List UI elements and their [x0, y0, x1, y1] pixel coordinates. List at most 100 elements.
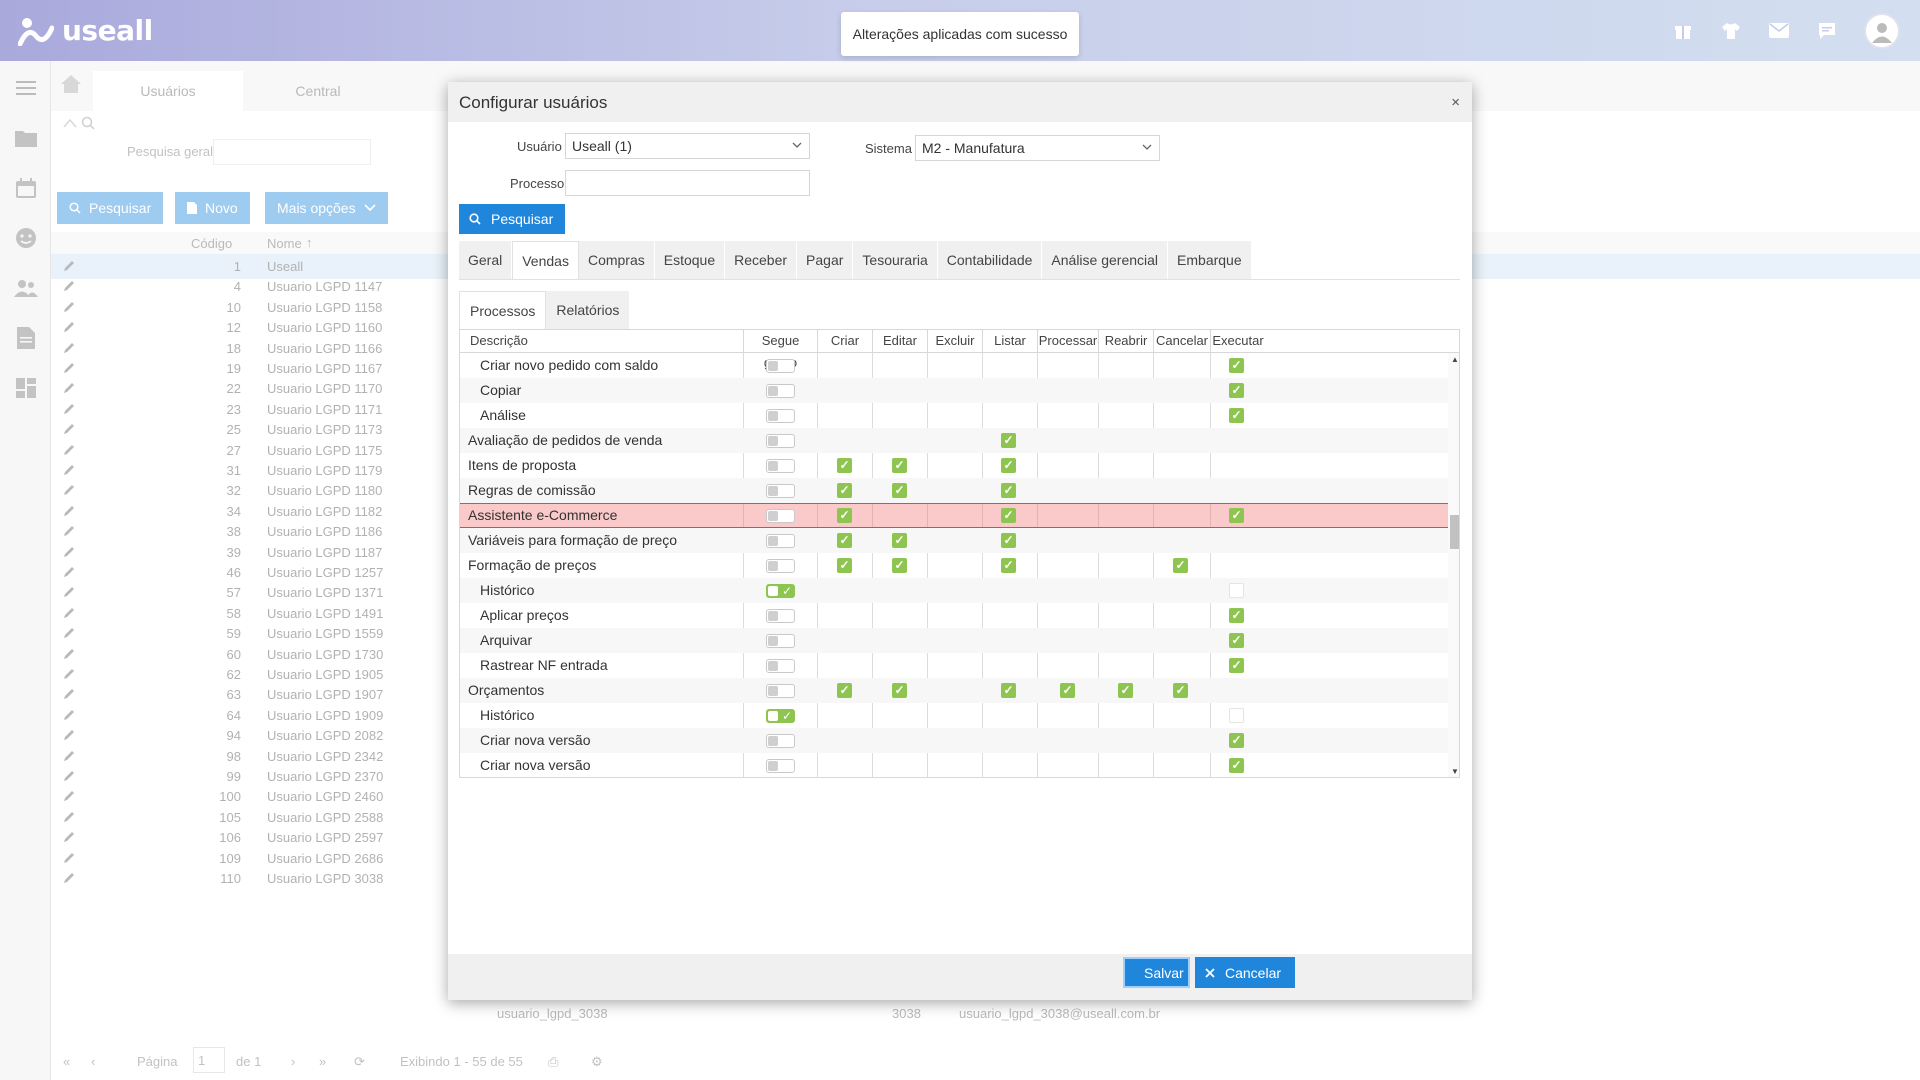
executar-checkbox[interactable]: ✓ [1229, 408, 1244, 423]
edit-pencil-icon[interactable] [63, 831, 75, 846]
face-icon[interactable] [13, 225, 39, 251]
executar-checkbox[interactable]: ✓ [1229, 658, 1244, 673]
segue-grupo-toggle[interactable] [766, 734, 795, 748]
tab-relatorios[interactable]: Relatórios [546, 291, 630, 329]
table-row[interactable]: 27 Usuario LGPD 1175 [51, 438, 451, 463]
executar-checkbox[interactable]: ✓ [1229, 358, 1244, 373]
table-row[interactable]: Avaliação de pedidos de venda ✓ [460, 428, 1448, 453]
edit-pencil-icon[interactable] [63, 342, 75, 357]
editar-checkbox[interactable]: ✓ [892, 683, 907, 698]
edit-pencil-icon[interactable] [63, 546, 75, 561]
edit-pencil-icon[interactable] [63, 811, 75, 826]
table-row[interactable]: 109 Usuario LGPD 2686 [51, 846, 451, 871]
segue-grupo-toggle[interactable] [766, 609, 795, 623]
tab-embarque[interactable]: Embarque [1168, 241, 1252, 279]
table-row[interactable]: Itens de proposta ✓ ✓ ✓ [460, 453, 1448, 478]
edit-pencil-icon[interactable] [63, 668, 75, 683]
listar-checkbox[interactable]: ✓ [1001, 483, 1016, 498]
edit-pencil-icon[interactable] [63, 750, 75, 765]
executar-checkbox[interactable]: ✓ [1229, 583, 1244, 598]
tab-contabilidade[interactable]: Contabilidade [937, 241, 1043, 279]
table-row[interactable]: 23 Usuario LGPD 1171 [51, 397, 451, 422]
listar-checkbox[interactable]: ✓ [1001, 458, 1016, 473]
tab-estoque[interactable]: Estoque [654, 241, 726, 279]
table-row[interactable]: 38 Usuario LGPD 1186 [51, 519, 451, 544]
executar-checkbox[interactable]: ✓ [1229, 633, 1244, 648]
menu-icon[interactable] [13, 75, 39, 101]
shirt-icon[interactable] [1720, 20, 1742, 42]
table-row[interactable]: 19 Usuario LGPD 1167 [51, 356, 451, 381]
edit-pencil-icon[interactable] [63, 280, 75, 295]
folder-icon[interactable] [13, 125, 39, 151]
document-icon[interactable] [13, 325, 39, 351]
refresh-icon[interactable]: ⟳ [354, 1053, 365, 1069]
tab-pagar[interactable]: Pagar [797, 241, 854, 279]
users-icon[interactable] [13, 275, 39, 301]
scrollbar-thumb[interactable] [1450, 515, 1459, 549]
criar-checkbox[interactable]: ✓ [837, 458, 852, 473]
dialog-search-button[interactable]: Pesquisar [459, 204, 565, 234]
table-row[interactable]: Criar nova versão ✓ [460, 753, 1448, 777]
segue-grupo-toggle[interactable]: ✓ [766, 709, 795, 723]
listar-checkbox[interactable]: ✓ [1001, 508, 1016, 523]
edit-pencil-icon[interactable] [63, 505, 75, 520]
segue-grupo-toggle[interactable] [766, 384, 795, 398]
edit-pencil-icon[interactable] [63, 566, 75, 581]
table-row[interactable]: Histórico ✓ ✓ [460, 703, 1448, 728]
scroll-down-icon[interactable]: ▼ [1451, 767, 1459, 776]
table-row[interactable]: Regras de comissão ✓ ✓ ✓ [460, 478, 1448, 503]
last-page-icon[interactable]: » [319, 1054, 327, 1069]
table-row[interactable]: 31 Usuario LGPD 1179 [51, 458, 451, 483]
col-executar[interactable]: Executar [1210, 330, 1265, 353]
process-input[interactable] [565, 170, 810, 196]
listar-checkbox[interactable]: ✓ [1001, 683, 1016, 698]
segue-grupo-toggle[interactable] [766, 634, 795, 648]
col-cancelar[interactable]: Cancelar [1153, 330, 1210, 353]
executar-checkbox[interactable]: ✓ [1229, 708, 1244, 723]
table-row[interactable]: 100 Usuario LGPD 2460 [51, 784, 451, 809]
table-row[interactable]: 98 Usuario LGPD 2342 [51, 744, 451, 769]
col-processar[interactable]: Processar [1037, 330, 1098, 353]
executar-checkbox[interactable]: ✓ [1229, 608, 1244, 623]
executar-checkbox[interactable]: ✓ [1229, 758, 1244, 773]
edit-pencil-icon[interactable] [63, 872, 75, 887]
dashboard-icon[interactable] [13, 375, 39, 401]
table-row[interactable]: Orçamentos ✓ ✓ ✓ ✓ ✓ ✓ [460, 678, 1448, 703]
edit-pencil-icon[interactable] [63, 484, 75, 499]
table-row[interactable]: Formação de preços ✓ ✓ ✓ ✓ [460, 553, 1448, 578]
segue-grupo-toggle[interactable] [766, 409, 795, 423]
segue-grupo-toggle[interactable] [766, 509, 795, 523]
segue-grupo-toggle[interactable]: ✓ [766, 584, 795, 598]
table-row[interactable]: 25 Usuario LGPD 1173 [51, 417, 451, 442]
table-row[interactable]: Criar novo pedido com saldo ✓ [460, 353, 1448, 378]
table-row[interactable]: 57 Usuario LGPD 1371 [51, 580, 451, 605]
listar-checkbox[interactable]: ✓ [1001, 433, 1016, 448]
tab-receber[interactable]: Receber [725, 241, 798, 279]
table-row[interactable]: 10 Usuario LGPD 1158 [51, 295, 451, 320]
page-input[interactable]: 1 [193, 1047, 225, 1073]
table-row[interactable]: 106 Usuario LGPD 2597 [51, 825, 451, 850]
system-select[interactable]: M2 - Manufatura [915, 135, 1160, 161]
table-row[interactable]: 105 Usuario LGPD 2588 [51, 805, 451, 830]
table-row[interactable]: 58 Usuario LGPD 1491 [51, 601, 451, 626]
segue-grupo-toggle[interactable] [766, 359, 795, 373]
settings-icon[interactable]: ⚙ [591, 1053, 603, 1069]
reabrir-checkbox[interactable]: ✓ [1118, 683, 1133, 698]
edit-pencil-icon[interactable] [63, 301, 75, 316]
chevron-up-icon[interactable] [63, 118, 77, 128]
tab-analise-gerencial[interactable]: Análise gerencial [1042, 241, 1169, 279]
segue-grupo-toggle[interactable] [766, 534, 795, 548]
col-editar[interactable]: Editar [872, 330, 927, 353]
cancel-button[interactable]: Cancelar [1195, 957, 1295, 988]
edit-pencil-icon[interactable] [63, 648, 75, 663]
mail-icon[interactable] [1768, 20, 1790, 42]
general-search-input[interactable] [213, 139, 371, 165]
user-select[interactable]: Useall (1) [565, 133, 810, 159]
executar-checkbox[interactable]: ✓ [1229, 383, 1244, 398]
next-page-icon[interactable]: › [291, 1054, 296, 1069]
table-row[interactable]: 99 Usuario LGPD 2370 [51, 764, 451, 789]
segue-grupo-toggle[interactable] [766, 559, 795, 573]
segue-grupo-toggle[interactable] [766, 659, 795, 673]
edit-pencil-icon[interactable] [63, 586, 75, 601]
edit-pencil-icon[interactable] [63, 607, 75, 622]
